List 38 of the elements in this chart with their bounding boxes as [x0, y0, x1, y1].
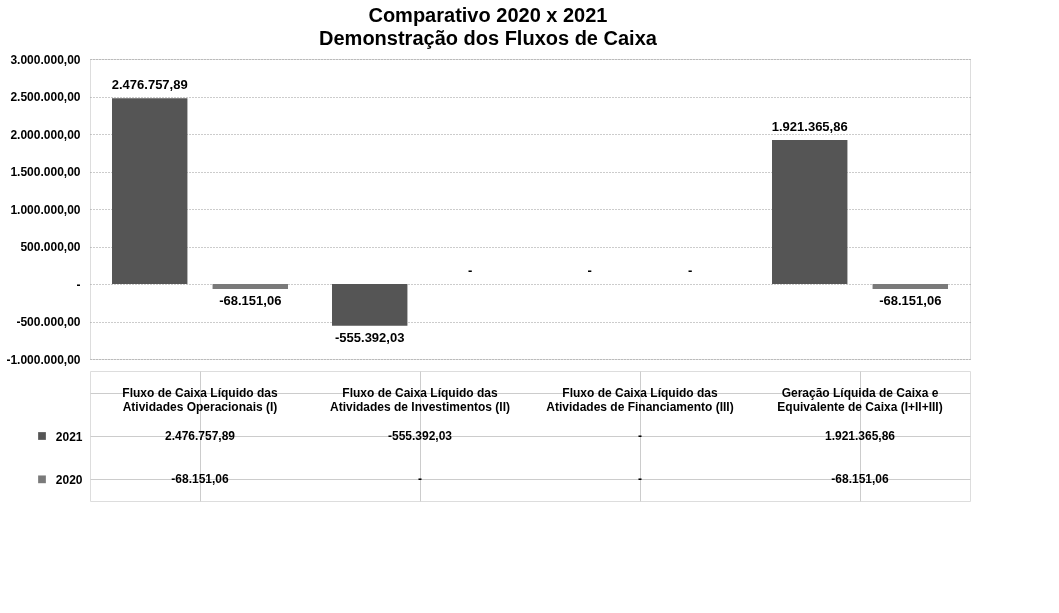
x-tick-label: Fluxo de Caixa Líquido das Atividades de Financiamento (III) — [546, 385, 734, 414]
text: 1.921.365,86 — [771, 118, 848, 134]
y-tick-label: 1.500.000,00 — [10, 165, 81, 179]
bar — [772, 139, 848, 284]
y-tick-label: 1.000.000,00 — [10, 202, 81, 217]
data-label: -68.151,06 — [831, 472, 890, 487]
text: 2.476.757,89 — [111, 77, 188, 93]
text: -68.151,06 — [879, 293, 942, 309]
legend-label: 2021 — [55, 429, 83, 444]
data-label: 2.476.757,89 — [164, 429, 236, 443]
text: -68.151,06 — [219, 293, 282, 309]
y-tick-label: -1.000.000,00 — [6, 352, 81, 367]
text: -555.392,03 — [335, 329, 405, 345]
y-tick-label: 3.000.000,00 — [10, 52, 81, 67]
data-label: -68.151,06 — [171, 472, 230, 487]
x-tick-label: Fluxo de Caixa Líquido das Atividades Operacionais (I) — [122, 385, 278, 414]
y-tick-label: 2.000.000,00 — [10, 127, 81, 142]
chart-subtitle: Demonstração dos Fluxos de Caixa — [319, 26, 658, 49]
data-label: - — [638, 472, 642, 487]
bar — [212, 284, 288, 290]
text: - — [688, 263, 693, 278]
bar — [332, 284, 408, 326]
data-label: -555.392,03 — [387, 429, 453, 443]
data-label: 1.921.365,86 — [824, 429, 896, 443]
data-label: - — [638, 429, 642, 443]
y-tick-label: - — [76, 277, 81, 292]
data-label: - — [418, 472, 422, 487]
bar — [872, 284, 948, 290]
chart-title: Comparativo 2020 x 2021 — [368, 3, 608, 26]
x-tick-label: Geração Líquida de Caixa e Equivalente de Caixa (I+II+III) — [777, 385, 943, 414]
text: - — [587, 263, 592, 278]
y-tick-label: 2.500.000,00 — [10, 90, 81, 104]
y-tick-label: 500.000,00 — [20, 240, 81, 254]
y-tick-label: -500.000,00 — [16, 315, 81, 329]
legend-label: 2020 — [55, 472, 83, 487]
x-tick-label: Fluxo de Caixa Líquido das Atividades de Investimentos (II) — [329, 385, 511, 414]
text: - — [468, 263, 473, 278]
bar — [112, 98, 188, 284]
